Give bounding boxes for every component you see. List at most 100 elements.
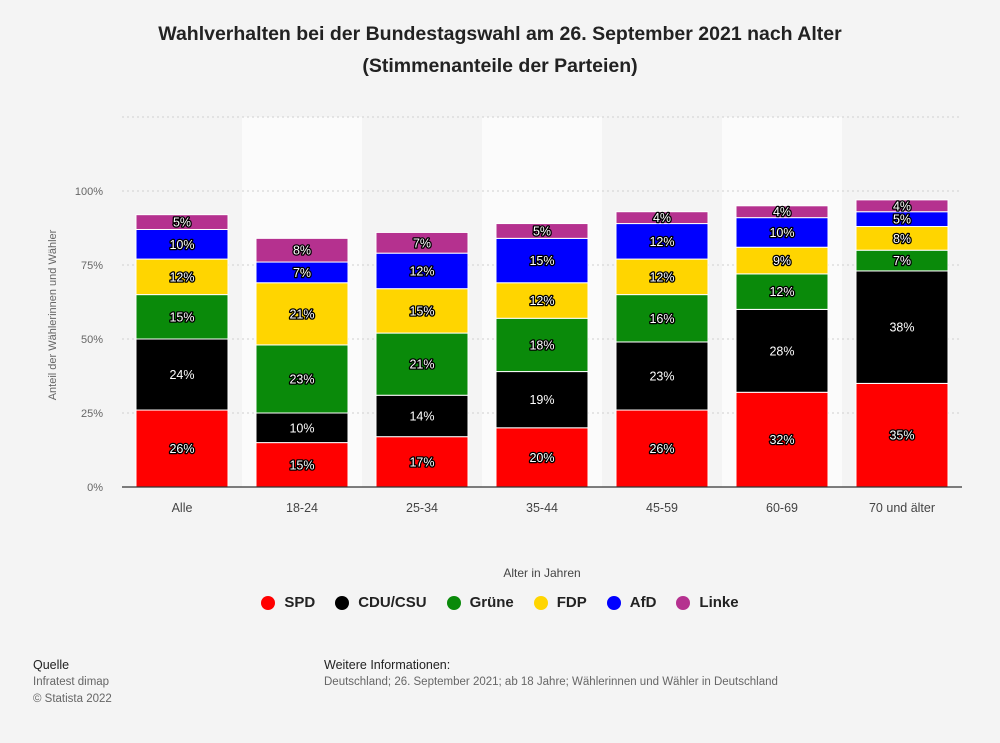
data-label: 26%: [169, 442, 194, 456]
source-line: Infratest dimap: [33, 676, 110, 688]
legend-label: AfD: [629, 594, 657, 611]
legend-marker: [676, 595, 691, 610]
bar-segment: [615, 211, 709, 225]
data-label: 19%: [529, 393, 554, 407]
data-label: 7%: [413, 236, 431, 250]
chart-subtitle-line: (Stimmenanteile der Parteien): [362, 55, 638, 77]
data-label: 5%: [533, 224, 551, 238]
data-label: 10%: [769, 226, 794, 240]
stacked-bar-chart: 0% 25% 50% 75% 100% Anteil der Wählerinnen un…: [47, 116, 962, 580]
data-label: 16%: [649, 312, 674, 326]
data-label: 21%: [289, 307, 314, 321]
legend-item[interactable]: Grüne: [446, 594, 514, 611]
data-label: 10%: [289, 421, 314, 435]
data-label: 5%: [893, 213, 911, 227]
y-tick-label: 100%: [75, 186, 103, 198]
y-tick-label: 0%: [87, 482, 103, 494]
data-label: 24%: [169, 368, 194, 382]
data-label: 15%: [289, 458, 314, 472]
chart-title-line: Wahlverhalten bei der Bundestagswahl am …: [158, 23, 842, 45]
bar-segment: [615, 409, 709, 488]
y-tick-label: 50%: [81, 334, 103, 346]
legend-item[interactable]: CDU/CSU: [335, 594, 427, 611]
data-label: 9%: [773, 254, 791, 268]
data-label: 7%: [893, 254, 911, 268]
legend-label: FDP: [556, 594, 587, 611]
data-label: 15%: [409, 304, 434, 318]
data-label: 8%: [293, 244, 311, 258]
bar-segment: [375, 394, 469, 438]
data-label: 10%: [169, 238, 194, 252]
bar-segment: [495, 223, 589, 239]
x-tick-label: 18-24: [286, 501, 318, 515]
bar-segment: [735, 273, 829, 310]
legend-item[interactable]: Linke: [676, 594, 739, 611]
legend-marker: [446, 595, 461, 610]
bar-segment: [495, 237, 589, 284]
bar-segment: [375, 288, 469, 334]
bar-segment: [135, 258, 229, 296]
bar-segment: [735, 205, 829, 219]
data-label: 38%: [889, 321, 914, 335]
bar-segment: [855, 382, 949, 488]
bar-segment: [255, 282, 349, 346]
bar-segment: [375, 252, 469, 290]
x-tick-label: 35-44: [526, 501, 558, 515]
data-label: 32%: [769, 433, 794, 447]
bar-segment: [735, 246, 829, 275]
bar-segment: [135, 214, 229, 230]
x-tick-label: 70 und älter: [869, 501, 935, 515]
bar-segment: [255, 237, 349, 263]
data-label: 15%: [529, 254, 554, 268]
legend-item[interactable]: AfD: [606, 594, 657, 611]
bar-segment: [615, 223, 709, 260]
bar-segment: [135, 409, 229, 488]
legend-label: CDU/CSU: [358, 594, 427, 611]
data-label: 15%: [169, 310, 194, 324]
data-label: 35%: [889, 429, 914, 443]
data-label: 23%: [289, 372, 314, 386]
data-label: 18%: [529, 338, 554, 352]
data-label: 17%: [409, 455, 434, 469]
data-label: 8%: [893, 232, 911, 246]
chart-legend: SPD CDU/CSU Grüne FDP AfD Linke: [0, 594, 1000, 611]
bar-segment: [855, 270, 949, 384]
data-label: 12%: [649, 235, 674, 249]
data-label: 12%: [649, 270, 674, 284]
y-tick-label: 25%: [81, 408, 103, 420]
data-label: 4%: [653, 211, 671, 225]
legend-marker: [606, 595, 621, 610]
data-label: 12%: [769, 285, 794, 299]
legend-item[interactable]: FDP: [533, 594, 587, 611]
bar-segment: [375, 231, 469, 254]
bar-segment: [135, 228, 229, 260]
bar-segment: [375, 332, 469, 396]
data-label: 4%: [773, 205, 791, 219]
data-label: 14%: [409, 409, 434, 423]
legend-marker: [533, 595, 548, 610]
legend-item[interactable]: SPD: [261, 594, 315, 611]
bar-segment: [615, 341, 709, 411]
bar-segment: [255, 412, 349, 444]
x-tick-label: 25-34: [406, 501, 438, 515]
legend-label: Linke: [699, 594, 739, 611]
data-label: 28%: [769, 344, 794, 358]
y-axis-label: Anteil der Wählerinnen und Wähler: [47, 229, 59, 400]
data-label: 12%: [169, 270, 194, 284]
bar-segment: [255, 344, 349, 414]
legend-marker: [335, 595, 350, 610]
data-label: 12%: [409, 264, 434, 278]
bar-segment: [735, 217, 829, 248]
bar-segment: [495, 317, 589, 373]
legend-label: Grüne: [469, 594, 514, 611]
chart-title: Wahlverhalten bei der Bundestagswahl am …: [0, 18, 1000, 82]
data-label: 4%: [893, 199, 911, 213]
legend-marker: [261, 595, 276, 610]
data-label: 5%: [173, 216, 191, 230]
copyright-line: © Statista 2022: [33, 693, 112, 705]
x-tick-label: 45-59: [646, 501, 678, 515]
bar-segment: [135, 294, 229, 340]
bar-segment: [855, 199, 949, 213]
info-heading: Weitere Informationen:: [324, 658, 451, 672]
x-tick-label: 60-69: [766, 501, 798, 515]
